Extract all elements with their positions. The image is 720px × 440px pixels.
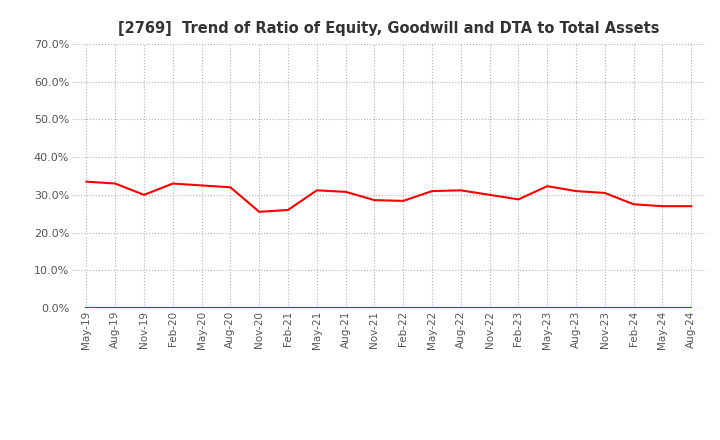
- Goodwill: [572, 305, 580, 311]
- Deferred Tax Assets: [658, 305, 667, 311]
- Deferred Tax Assets: [514, 305, 523, 311]
- Deferred Tax Assets: [197, 305, 206, 311]
- Goodwill: [312, 305, 321, 311]
- Equity: [485, 192, 494, 198]
- Equity: [168, 181, 177, 186]
- Deferred Tax Assets: [600, 305, 609, 311]
- Deferred Tax Assets: [341, 305, 350, 311]
- Equity: [370, 198, 379, 203]
- Goodwill: [255, 305, 264, 311]
- Goodwill: [168, 305, 177, 311]
- Deferred Tax Assets: [284, 305, 292, 311]
- Goodwill: [456, 305, 465, 311]
- Deferred Tax Assets: [370, 305, 379, 311]
- Deferred Tax Assets: [255, 305, 264, 311]
- Equity: [629, 202, 638, 207]
- Goodwill: [226, 305, 235, 311]
- Equity: [82, 179, 91, 184]
- Equity: [399, 198, 408, 204]
- Goodwill: [370, 305, 379, 311]
- Deferred Tax Assets: [312, 305, 321, 311]
- Goodwill: [140, 305, 148, 311]
- Goodwill: [82, 305, 91, 311]
- Equity: [226, 185, 235, 190]
- Goodwill: [197, 305, 206, 311]
- Equity: [456, 188, 465, 193]
- Deferred Tax Assets: [456, 305, 465, 311]
- Equity: [197, 183, 206, 188]
- Equity: [514, 197, 523, 202]
- Equity: [658, 204, 667, 209]
- Goodwill: [341, 305, 350, 311]
- Deferred Tax Assets: [168, 305, 177, 311]
- Equity: [255, 209, 264, 214]
- Equity: [543, 183, 552, 189]
- Goodwill: [543, 305, 552, 311]
- Goodwill: [111, 305, 120, 311]
- Goodwill: [399, 305, 408, 311]
- Equity: [284, 207, 292, 213]
- Goodwill: [485, 305, 494, 311]
- Deferred Tax Assets: [428, 305, 436, 311]
- Goodwill: [687, 305, 696, 311]
- Line: Equity: Equity: [86, 182, 691, 212]
- Equity: [111, 181, 120, 186]
- Title: [2769]  Trend of Ratio of Equity, Goodwill and DTA to Total Assets: [2769] Trend of Ratio of Equity, Goodwil…: [118, 21, 660, 36]
- Equity: [687, 204, 696, 209]
- Deferred Tax Assets: [82, 305, 91, 311]
- Deferred Tax Assets: [111, 305, 120, 311]
- Goodwill: [514, 305, 523, 311]
- Equity: [600, 191, 609, 196]
- Deferred Tax Assets: [399, 305, 408, 311]
- Goodwill: [658, 305, 667, 311]
- Deferred Tax Assets: [140, 305, 148, 311]
- Deferred Tax Assets: [572, 305, 580, 311]
- Deferred Tax Assets: [629, 305, 638, 311]
- Goodwill: [284, 305, 292, 311]
- Equity: [428, 188, 436, 194]
- Goodwill: [600, 305, 609, 311]
- Deferred Tax Assets: [687, 305, 696, 311]
- Equity: [572, 188, 580, 194]
- Equity: [341, 189, 350, 194]
- Goodwill: [629, 305, 638, 311]
- Deferred Tax Assets: [226, 305, 235, 311]
- Equity: [312, 188, 321, 193]
- Deferred Tax Assets: [485, 305, 494, 311]
- Equity: [140, 192, 148, 198]
- Deferred Tax Assets: [543, 305, 552, 311]
- Goodwill: [428, 305, 436, 311]
